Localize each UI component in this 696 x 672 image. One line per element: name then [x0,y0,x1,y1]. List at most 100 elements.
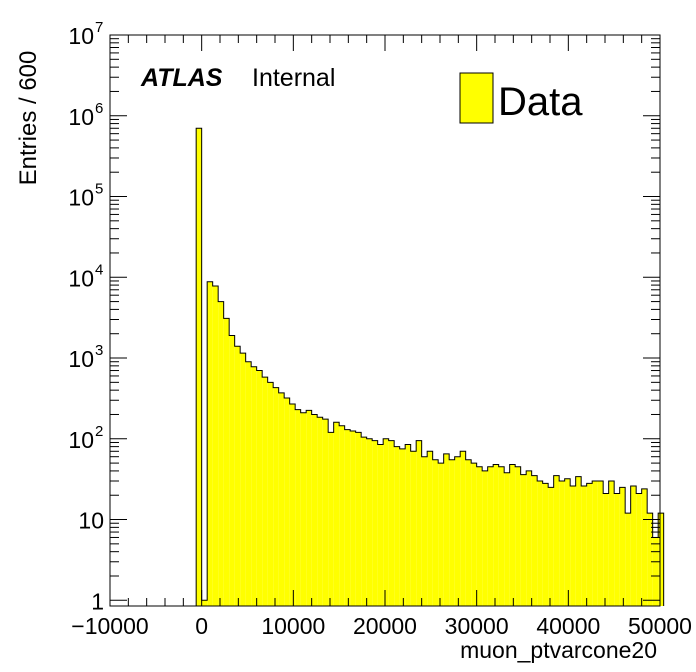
histogram-bar [520,474,527,606]
y-tick-exponent: 5 [95,181,103,198]
histogram-bar [366,438,373,606]
histogram-bar [388,440,395,606]
histogram-bar [273,387,279,606]
histogram-bar [405,444,411,606]
x-tick-label: 40000 [536,613,600,639]
histogram-bar [251,366,257,606]
histogram-bar [652,537,659,606]
y-tick-exponent: 7 [95,19,103,36]
histogram-bar [438,463,444,606]
histogram-bar [471,463,477,606]
x-axis-title: muon_ptvarcone20 [460,637,657,663]
y-tick-exponent: 6 [95,100,103,117]
histogram-bar [564,478,571,606]
histogram-bar [586,483,593,606]
histogram-bar [311,414,318,606]
histogram-bar [592,481,598,606]
histogram-bar [427,451,433,606]
histogram-bar [361,437,367,606]
histogram-bar [196,128,202,606]
histogram-bar [641,488,648,606]
histogram-bar [498,466,505,606]
histogram-bar [339,425,345,606]
histogram-bar [377,444,384,606]
histogram-bar [542,483,549,606]
histogram-bar [344,429,351,606]
histogram-bar [201,600,208,606]
histogram-bar [416,440,422,606]
histogram-bar [575,476,582,606]
histogram-bar [647,513,653,606]
histogram-bar [449,459,455,606]
histogram-bar [289,403,296,606]
x-tick-label: 0 [195,613,208,639]
histogram-bar [383,438,389,606]
histogram-bar [278,392,285,606]
histogram-bar [559,481,565,606]
histogram-bar [410,451,417,606]
histogram-bar [553,475,560,606]
y-axis-title: Entries / 600 [15,51,42,186]
histogram-bar [207,281,213,606]
histogram-bar [548,487,554,606]
x-tick-label: −10000 [71,613,148,639]
axis-ticks [109,34,661,606]
histogram-bar [317,417,323,606]
histogram-bar [570,486,576,606]
histogram-bar [504,472,510,606]
histogram-bar [240,353,246,606]
histogram-bar [515,466,521,606]
histogram-bar [603,493,609,606]
histogram-bar [300,412,307,606]
y-tick-label: 10 [68,427,94,453]
histogram-bar [630,486,637,606]
histogram-bar [328,432,334,606]
histogram-bar [223,318,230,606]
histogram-bar [355,432,362,606]
y-tick-label: 10 [78,508,104,534]
histogram-bar [658,513,664,606]
histogram-bar [212,285,219,606]
x-tick-label: 50000 [628,613,692,639]
histogram-bar [322,419,329,606]
histogram-bar [284,397,290,606]
atlas-label: ATLAS [140,64,223,92]
histogram-bar [526,470,532,606]
histogram-bar [306,410,312,606]
legend-label: Data [498,80,583,124]
histogram-outline [195,127,665,606]
y-tick-exponent: 2 [95,423,103,440]
histogram-bar [295,409,301,606]
histogram-bar [625,513,631,606]
x-tick-label: 20000 [353,613,417,639]
histogram-bar [493,464,499,606]
y-tick-exponent: 4 [95,261,103,278]
histogram-bar [245,361,252,606]
histogram-bars [196,128,664,606]
histogram-bar [333,422,340,606]
histogram-bar [218,301,224,606]
histogram-bar [476,466,483,606]
histogram-bar [460,451,466,606]
histogram-bar [487,466,494,606]
histogram-bar [262,377,268,606]
histogram-bar [636,493,642,606]
histogram-bar [581,486,587,606]
histogram-bar [465,459,472,606]
histogram-bar [399,448,406,606]
histogram-bar [372,440,378,606]
histogram-outline-path [195,127,665,606]
y-tick-label: 10 [68,23,94,49]
internal-label: Internal [252,64,335,92]
histogram-bar [619,487,626,606]
histogram-bar [394,446,400,606]
histogram-bar [234,346,241,606]
x-tick-label: 30000 [445,613,509,639]
y-tick-label: 10 [68,185,94,211]
y-tick-label: 10 [68,346,94,372]
y-tick-label: 10 [68,104,94,130]
histogram-bar [443,453,450,606]
histogram-bar [256,370,263,606]
